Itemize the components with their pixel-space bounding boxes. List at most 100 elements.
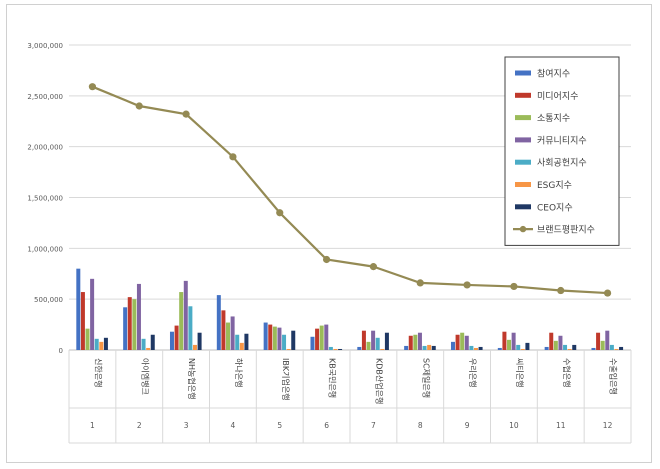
bar-2: [127, 297, 132, 350]
bar-3: [460, 332, 465, 350]
legend-label: 소통지수: [537, 113, 570, 124]
bar-6: [567, 348, 572, 350]
bar-5: [469, 345, 474, 350]
x-category-label: IBK기업은행: [281, 358, 291, 401]
brand-index-line: [91, 85, 608, 295]
bar-3: [132, 299, 137, 350]
brand-index-point: [369, 263, 378, 271]
y-tick-label: 0: [59, 347, 63, 355]
bar-7: [338, 348, 343, 350]
bar-1: [169, 331, 174, 350]
bar-2: [502, 331, 507, 350]
bar-3: [179, 292, 184, 350]
x-category-label: 신한은행: [93, 358, 103, 387]
x-rank-label: 10: [509, 421, 519, 430]
bar-2: [596, 332, 601, 350]
bar-1: [216, 295, 221, 350]
brand-index-point: [88, 83, 97, 91]
bar-7: [291, 330, 296, 350]
bar-5: [328, 346, 333, 350]
bar-5: [516, 344, 521, 350]
bar-4: [605, 330, 610, 350]
bar-7: [525, 342, 530, 350]
bar-1: [544, 346, 549, 350]
y-tick-label: 3,000,000: [27, 42, 63, 50]
bar-3: [226, 322, 231, 350]
bar-6: [380, 348, 385, 350]
bar-6: [520, 348, 525, 350]
bar-3: [507, 339, 512, 350]
brand-index-point: [276, 209, 284, 217]
bar-4: [230, 316, 235, 350]
bar-5: [422, 345, 427, 350]
bar-6: [192, 344, 197, 350]
bar-4: [417, 332, 422, 350]
bar-3: [85, 328, 90, 350]
bar-1: [263, 322, 268, 350]
bar-3: [413, 334, 418, 350]
legend-swatch: [515, 115, 531, 121]
legend-swatch: [515, 204, 531, 210]
x-category-label: 아이엠뱅크: [140, 358, 150, 395]
x-category-label: KDB산업은행: [374, 358, 384, 404]
legend-swatch-marker: [519, 225, 527, 233]
legend-swatch: [515, 70, 531, 76]
bar-7: [197, 332, 202, 350]
legend-swatch: [515, 159, 531, 165]
bar-2: [549, 332, 554, 350]
bar-1: [404, 345, 409, 350]
bar-2: [408, 335, 413, 350]
brand-index-point: [603, 289, 612, 297]
bar-5: [282, 334, 287, 350]
bar-7: [572, 344, 577, 350]
y-tick-label: 1,500,000: [27, 195, 63, 203]
bar-2: [174, 325, 179, 350]
bar-5: [235, 334, 240, 350]
x-rank-label: 4: [231, 421, 236, 430]
bar-7: [478, 346, 483, 350]
bar-7: [384, 332, 389, 350]
x-rank-label: 8: [418, 421, 423, 430]
x-rank-label: 5: [277, 421, 282, 430]
legend-swatch: [515, 137, 531, 143]
x-rank-label: 1: [90, 421, 95, 430]
legend-label: 참여지수: [537, 68, 570, 80]
bar-1: [357, 346, 362, 350]
x-rank-label: 2: [137, 421, 142, 430]
legend-label: 커뮤니티지수: [537, 135, 587, 146]
bar-6: [286, 348, 291, 350]
bar-3: [366, 341, 371, 350]
x-category-label: SC제일은행: [421, 358, 431, 398]
bar-2: [455, 334, 460, 350]
brand-index-point: [510, 282, 518, 291]
bar-1: [76, 268, 81, 350]
bar-5: [609, 344, 614, 350]
brand-index-point: [229, 153, 237, 161]
bar-7: [619, 346, 624, 350]
y-tick-label: 500,000: [34, 296, 63, 304]
bar-7: [150, 334, 155, 350]
y-tick-label: 1,000,000: [27, 245, 63, 253]
x-category-label: 수협은행: [562, 358, 572, 387]
x-category-label: 우리은행: [468, 358, 478, 387]
bar-4: [371, 330, 376, 350]
bar-1: [497, 347, 502, 350]
brand-index-point: [322, 255, 331, 264]
brand-index-point: [557, 286, 565, 295]
bar-6: [146, 347, 151, 350]
x-rank-label: 3: [184, 421, 189, 430]
bar-2: [80, 292, 85, 350]
bar-4: [90, 278, 95, 350]
legend-label: CEO지수: [537, 202, 573, 213]
bar-6: [99, 341, 104, 350]
bar-5: [375, 337, 380, 350]
bar-6: [333, 348, 338, 350]
x-category-label: KB국민은행: [328, 358, 338, 398]
legend-swatch: [515, 182, 531, 187]
x-rank-label: 11: [556, 421, 566, 430]
x-category-label: NH농협은행: [187, 358, 197, 399]
bar-5: [188, 306, 193, 350]
y-tick-label: 2,000,000: [27, 144, 63, 152]
bar-2: [361, 330, 366, 350]
bar-5: [141, 338, 146, 350]
